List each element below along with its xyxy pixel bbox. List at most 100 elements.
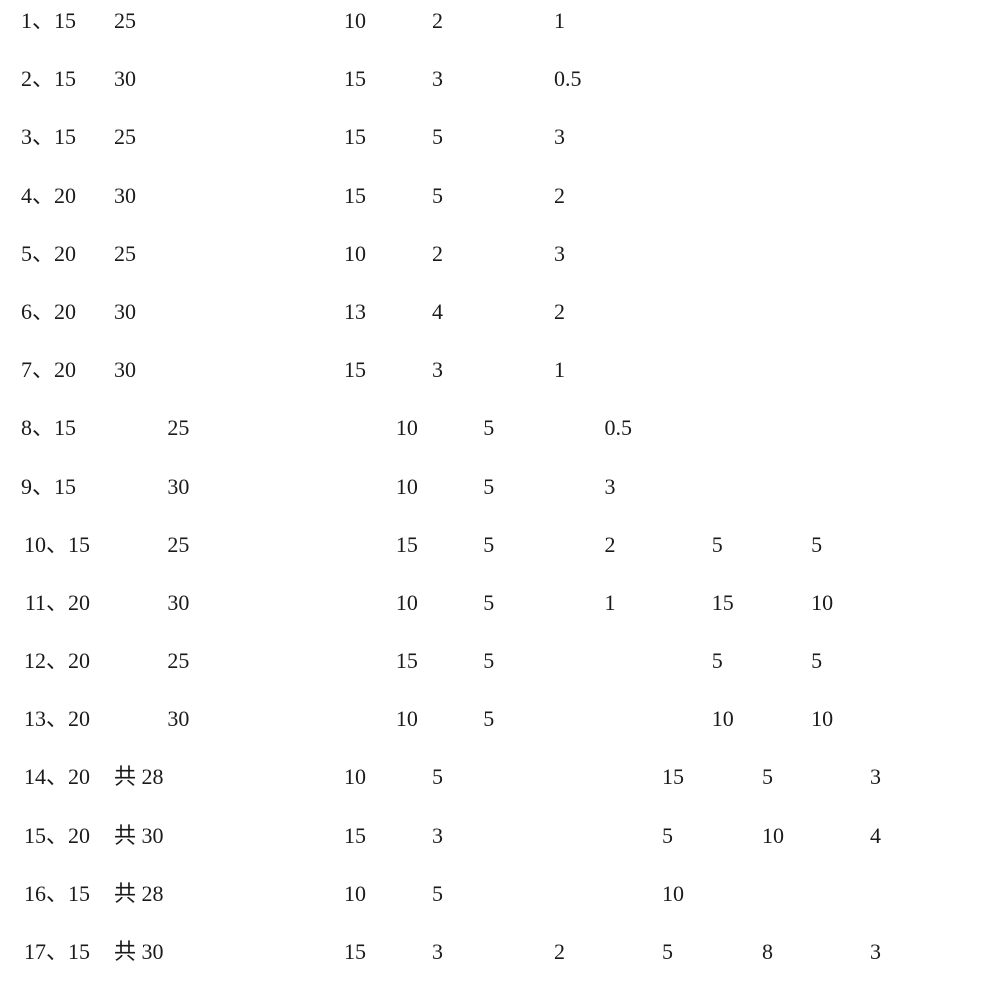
cell-value: 3 (604, 476, 711, 498)
separator-glyph: 、 (32, 126, 54, 148)
cell-value: 20 (54, 241, 76, 266)
cell-value: 15 (54, 8, 76, 33)
table-row: 4、20301552 (18, 185, 978, 243)
cell-value: 30 (114, 301, 344, 323)
cell-value: 5 (662, 941, 762, 963)
row-index: 17 (18, 941, 46, 963)
row-index: 7 (18, 359, 32, 381)
cell-value: 2 (554, 941, 662, 963)
cell-value: 5 (483, 417, 604, 439)
row-index-cell: 13、20 (18, 708, 113, 730)
cell-value: 30 (114, 185, 344, 207)
cell-value: 15 (344, 941, 432, 963)
cell-value: 5 (483, 534, 604, 556)
cell-value: 10 (762, 825, 870, 847)
cell-value: 5 (483, 708, 604, 730)
data-table: 1、152510212、15301530.53、152515534、203015… (0, 0, 978, 999)
row-index-cell: 16、15 (18, 883, 114, 905)
cell-value: 15 (54, 415, 76, 440)
row-index: 1 (18, 10, 32, 32)
cell-value: 0.5 (554, 68, 662, 90)
table-row: 16、15共 2810510 (18, 883, 978, 941)
table-row: 12、202515555 (18, 650, 978, 708)
cell-value: 共 30 (114, 941, 344, 963)
cell-value: 5 (712, 534, 811, 556)
cell-value: 4 (432, 301, 554, 323)
cell-value: 5 (762, 766, 870, 788)
cell-value: 2 (604, 534, 711, 556)
table-row: 2、15301530.5 (18, 68, 978, 126)
row-index-cell: 15、20 (18, 825, 114, 847)
cell-value: 20 (68, 648, 90, 673)
cell-value: 5 (811, 534, 918, 556)
cell-value: 1 (554, 10, 662, 32)
cell-value: 20 (68, 764, 90, 789)
row-index-cell: 1、15 (18, 10, 114, 32)
cell-value: 5 (432, 185, 554, 207)
table-row: 15、20共 30 15 3 5104 (18, 825, 978, 883)
cell-value: 10 (396, 592, 483, 614)
cell-value: 25 (114, 126, 344, 148)
row-index-cell: 12、20 (18, 650, 113, 672)
cell-value: 3 (432, 825, 554, 847)
cell-value: 1 (604, 592, 711, 614)
table-row: 10、1525155255 (18, 534, 978, 592)
separator-glyph: 、 (46, 941, 68, 963)
row-index: 2 (18, 68, 32, 90)
separator-glyph: 、 (32, 476, 54, 498)
cell-value: 15 (344, 185, 432, 207)
cell-value: 10 (662, 883, 762, 905)
table-row: 13、20301051010 (18, 708, 978, 766)
separator-glyph: 、 (46, 592, 68, 614)
cell-value: 20 (68, 590, 90, 615)
cell-value: 0.5 (604, 417, 711, 439)
cell-value: 5 (432, 126, 554, 148)
row-index-cell: 4、20 (18, 185, 114, 207)
cell-value: 5 (483, 592, 604, 614)
cell-value: 5 (432, 883, 554, 905)
separator-glyph: 、 (32, 417, 54, 439)
separator-glyph: 、 (32, 301, 54, 323)
cell-value: 15 (344, 359, 432, 381)
cell-value: 10 (396, 476, 483, 498)
row-index-cell: 9、15 (18, 476, 113, 498)
cell-value: 4 (870, 825, 930, 847)
row-index: 14 (18, 766, 46, 788)
cell-value: 3 (432, 941, 554, 963)
cell-value: 15 (396, 650, 483, 672)
row-index: 15 (18, 825, 46, 847)
cell-value: 3 (870, 941, 930, 963)
cell-value: 10 (344, 883, 432, 905)
cell-value: 30 (113, 592, 395, 614)
row-index: 8 (18, 417, 32, 439)
cell-value: 20 (54, 183, 76, 208)
cell-value: 5 (662, 825, 762, 847)
cell-value: 2 (432, 243, 554, 265)
cell-value: 25 (114, 10, 344, 32)
cell-value: 25 (113, 534, 395, 556)
cell-value: 3 (432, 359, 554, 381)
cell-value: 3 (432, 68, 554, 90)
row-index: 4 (18, 185, 32, 207)
cell-value: 10 (712, 708, 811, 730)
cell-value: 20 (54, 357, 76, 382)
cell-value: 15 (712, 592, 811, 614)
separator-glyph: 、 (32, 243, 54, 265)
cell-value: 15 (68, 939, 90, 964)
separator-glyph: 、 (32, 359, 54, 381)
cell-value: 15 (54, 474, 76, 499)
cell-value: 共 30 (114, 825, 344, 847)
cell-value: 15 (54, 124, 76, 149)
table-row: 14、20共 281051553 (18, 766, 978, 824)
cell-value: 20 (68, 823, 90, 848)
cell-value: 5 (483, 476, 604, 498)
separator-glyph: 、 (32, 68, 54, 90)
table-row: 6、20301342 (18, 301, 978, 359)
cell-value: 2 (432, 10, 554, 32)
cell-value: 3 (554, 126, 662, 148)
row-index-cell: 7、20 (18, 359, 114, 381)
cell-value: 10 (396, 708, 483, 730)
row-index: 3 (18, 126, 32, 148)
row-index: 11 (18, 592, 46, 614)
cell-value: 5 (483, 650, 604, 672)
